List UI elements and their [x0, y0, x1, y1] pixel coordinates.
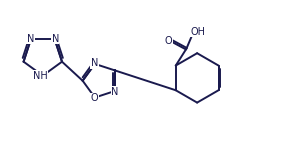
- Text: OH: OH: [190, 27, 205, 37]
- Text: O: O: [91, 93, 98, 103]
- Text: O: O: [165, 36, 172, 46]
- Text: N: N: [91, 58, 98, 68]
- Text: N: N: [111, 87, 119, 97]
- Text: N: N: [27, 34, 34, 44]
- Text: N: N: [52, 34, 59, 44]
- Text: NH: NH: [33, 71, 48, 81]
